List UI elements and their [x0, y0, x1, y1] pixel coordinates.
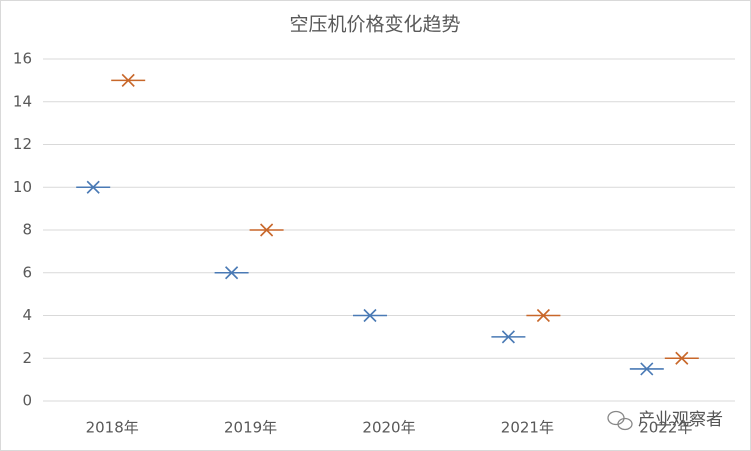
x-tick-label: 2020年 — [362, 419, 415, 437]
marker — [526, 308, 561, 323]
marker — [249, 223, 284, 237]
y-tick-label: 8 — [22, 221, 32, 239]
y-tick-label: 6 — [22, 263, 32, 281]
x-tick-label: 2018年 — [86, 419, 139, 437]
x-tick-label: 2021年 — [501, 419, 554, 437]
y-tick-label: 2 — [22, 349, 32, 367]
x-tick-label: 2019年 — [224, 419, 277, 437]
marker — [353, 308, 387, 323]
marker — [629, 362, 664, 376]
marker — [491, 330, 526, 344]
y-tick-label: 14 — [13, 92, 32, 110]
y-tick-label: 4 — [22, 306, 32, 324]
x-tick-label: 2022年 — [639, 419, 692, 437]
y-tick-label: 16 — [13, 50, 32, 68]
y-tick-label: 0 — [22, 392, 32, 410]
watermark: 产业观察者 — [638, 410, 723, 430]
y-tick-label: 10 — [13, 178, 32, 196]
chart-title: 空压机价格变化趋势 — [289, 14, 460, 36]
marker — [76, 180, 111, 194]
marker — [214, 266, 249, 280]
marker — [111, 73, 146, 87]
y-tick-label: 12 — [13, 135, 32, 153]
watermark-icon — [607, 410, 633, 431]
marker — [664, 351, 699, 365]
